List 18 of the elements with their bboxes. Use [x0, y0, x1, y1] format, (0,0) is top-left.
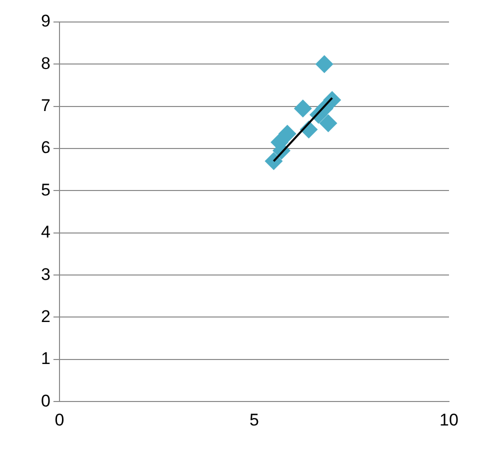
y-tick-label: 0	[40, 391, 50, 410]
y-tick-label: 2	[40, 306, 50, 326]
point	[294, 99, 312, 118]
point	[278, 124, 296, 143]
y-tick-label: 5	[40, 180, 50, 200]
point	[264, 152, 283, 170]
x-tick-label: 10	[440, 410, 458, 430]
y-tick-label: 8	[40, 54, 50, 73]
y-tick-label: 3	[40, 264, 50, 284]
y-tick-label: 1	[40, 349, 50, 368]
y-tick-label: 7	[40, 96, 50, 116]
x-tick-label: 5	[249, 410, 259, 430]
y-tick-label: 4	[40, 222, 50, 242]
point	[315, 55, 334, 74]
y-tick-label: 6	[40, 138, 50, 158]
y-tick-label: 9	[40, 12, 50, 31]
x-tick-label: 0	[54, 410, 64, 430]
point	[319, 114, 338, 132]
